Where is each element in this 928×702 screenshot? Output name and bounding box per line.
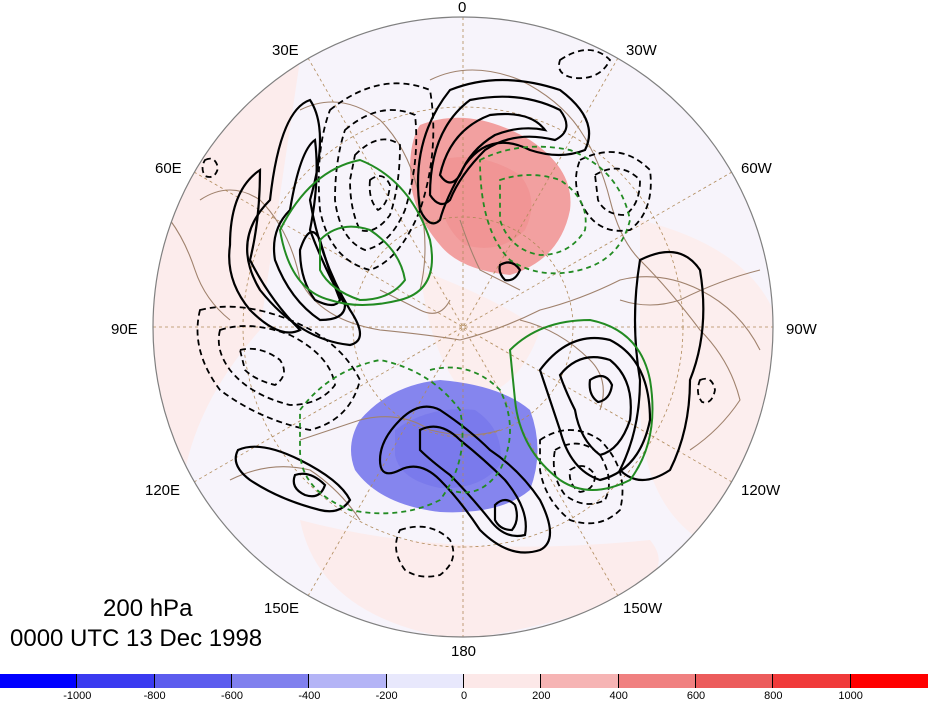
green-solid-contours xyxy=(278,158,654,491)
colorbar-tick-label: -1000 xyxy=(63,690,92,702)
solid-contours xyxy=(228,78,705,554)
time-label: 0000 UTC 13 Dec 1998 xyxy=(10,625,263,652)
colorbar-tick-label: -200 xyxy=(375,690,398,702)
lon-label-120e: 120E xyxy=(145,482,181,499)
colorbar-cell xyxy=(464,674,542,688)
green-dashed-contours xyxy=(299,145,631,515)
colorbar-tick-label: -400 xyxy=(298,690,321,702)
colorbar-cell xyxy=(773,674,851,688)
colorbar-cell xyxy=(154,674,232,688)
lon-label-60e: 60E xyxy=(155,160,182,177)
lon-label-30e: 30E xyxy=(272,42,299,59)
lon-label-180: 180 xyxy=(451,643,477,660)
light-positive-region xyxy=(300,520,659,637)
colorbar-tick-label: -800 xyxy=(143,690,166,702)
colorbar-tick-label: 0 xyxy=(460,690,468,702)
colorbar-cell xyxy=(618,674,696,688)
level-label: 200 hPa xyxy=(103,595,193,622)
colorbar-cell xyxy=(850,674,928,688)
colorbar-cell xyxy=(232,674,310,688)
colorbar: -1000 -800 -600 -400 -200 0 200 400 600 800 1000 xyxy=(0,674,928,702)
colorbar-tick-label: 800 xyxy=(764,690,783,702)
coastlines xyxy=(169,69,761,521)
lon-label-90e: 90E xyxy=(111,321,138,338)
colorbar-cell xyxy=(541,674,619,688)
lon-label-150w: 150W xyxy=(623,600,663,617)
lon-label-30w: 30W xyxy=(626,42,657,59)
colorbar-cell xyxy=(0,674,78,688)
colorbar-tick-label: 400 xyxy=(609,690,628,702)
colorbar-tick-label: -600 xyxy=(220,690,244,702)
lon-label-150e: 150E xyxy=(264,600,300,617)
colorbar-cell xyxy=(696,674,774,688)
dashed-contours xyxy=(196,49,716,578)
colorbar-cell xyxy=(386,674,464,688)
lon-label-120w: 120W xyxy=(741,482,781,499)
lon-label-90w: 90W xyxy=(786,321,817,338)
colorbar-tick-label: 1000 xyxy=(838,690,863,702)
colorbar-cell xyxy=(77,674,155,688)
map-border xyxy=(152,16,774,638)
colorbar-cell xyxy=(309,674,387,688)
lon-label-0: 0 xyxy=(458,0,467,16)
lon-label-60w: 60W xyxy=(741,160,772,177)
colorbar-tick-label: 200 xyxy=(532,690,551,702)
polar-map xyxy=(152,16,774,638)
colorbar-tick-label: 600 xyxy=(686,690,706,702)
